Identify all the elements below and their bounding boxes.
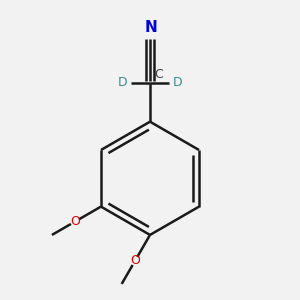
- Text: N: N: [145, 20, 158, 35]
- Text: D: D: [118, 76, 128, 89]
- Text: O: O: [70, 215, 80, 228]
- Text: C: C: [154, 68, 163, 81]
- Text: D: D: [172, 76, 182, 89]
- Text: O: O: [130, 254, 140, 268]
